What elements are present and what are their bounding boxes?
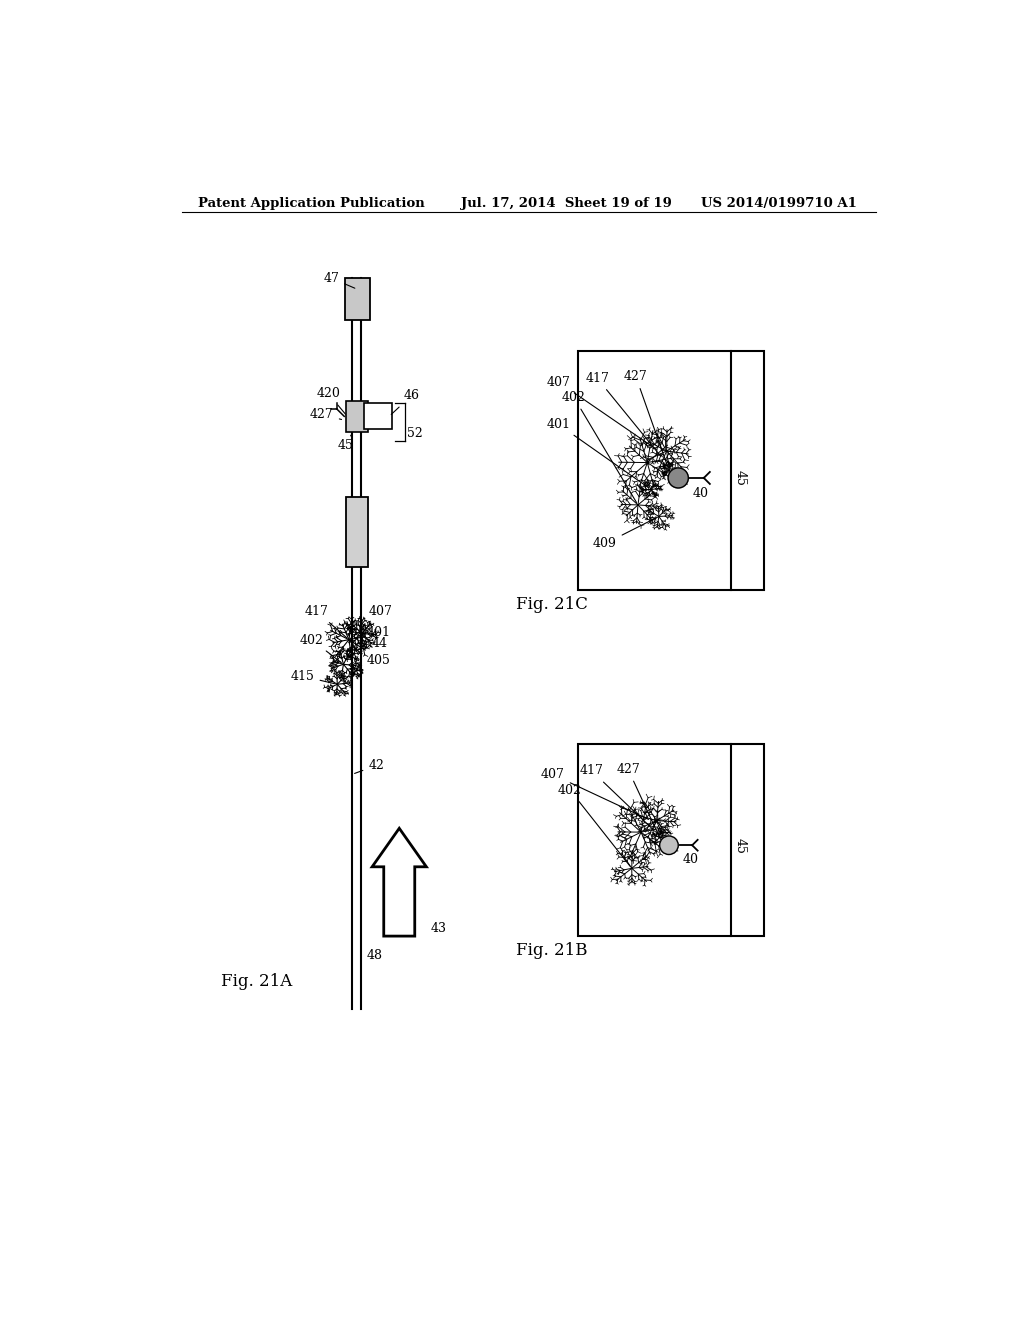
Text: 415: 415 [291,669,335,684]
Text: 407: 407 [541,768,648,820]
Text: 417: 417 [305,605,347,638]
Text: 407: 407 [547,376,656,449]
Text: 40: 40 [681,479,709,500]
Text: 402: 402 [300,634,341,663]
Polygon shape [346,401,369,432]
Polygon shape [578,743,764,936]
Text: Fig. 21C: Fig. 21C [515,595,588,612]
Polygon shape [365,404,391,429]
Text: 407: 407 [364,605,392,631]
Circle shape [669,469,688,488]
Text: 44: 44 [357,638,388,651]
Polygon shape [578,351,764,590]
Text: Patent Application Publication: Patent Application Publication [198,197,425,210]
Text: 48: 48 [367,949,382,962]
Text: 45: 45 [734,470,748,486]
Text: 45: 45 [734,838,748,854]
Text: 427: 427 [624,370,668,467]
Text: Fig. 21A: Fig. 21A [221,973,292,990]
Text: 401: 401 [356,626,391,652]
Text: 409: 409 [593,517,656,550]
Text: Fig. 21B: Fig. 21B [515,942,587,960]
Text: 401: 401 [547,418,649,488]
Text: 405: 405 [359,655,390,669]
Text: 46: 46 [391,389,419,414]
Text: US 2014/0199710 A1: US 2014/0199710 A1 [700,197,856,210]
Circle shape [659,836,678,854]
Polygon shape [372,829,426,936]
Text: 417: 417 [580,764,651,828]
Text: 420: 420 [316,387,345,414]
Polygon shape [345,277,370,321]
Text: Jul. 17, 2014  Sheet 19 of 19: Jul. 17, 2014 Sheet 19 of 19 [461,197,672,210]
Text: 43: 43 [430,921,446,935]
Text: 47: 47 [324,272,355,288]
Text: 402: 402 [558,784,630,866]
Text: 52: 52 [407,428,423,440]
Text: 402: 402 [562,391,637,503]
Text: 40: 40 [672,846,699,866]
Text: 42: 42 [354,759,384,774]
Polygon shape [346,498,369,566]
Text: 427: 427 [616,763,658,836]
Text: 417: 417 [586,372,662,457]
Text: 45: 45 [337,434,353,451]
Text: 427: 427 [310,408,342,421]
